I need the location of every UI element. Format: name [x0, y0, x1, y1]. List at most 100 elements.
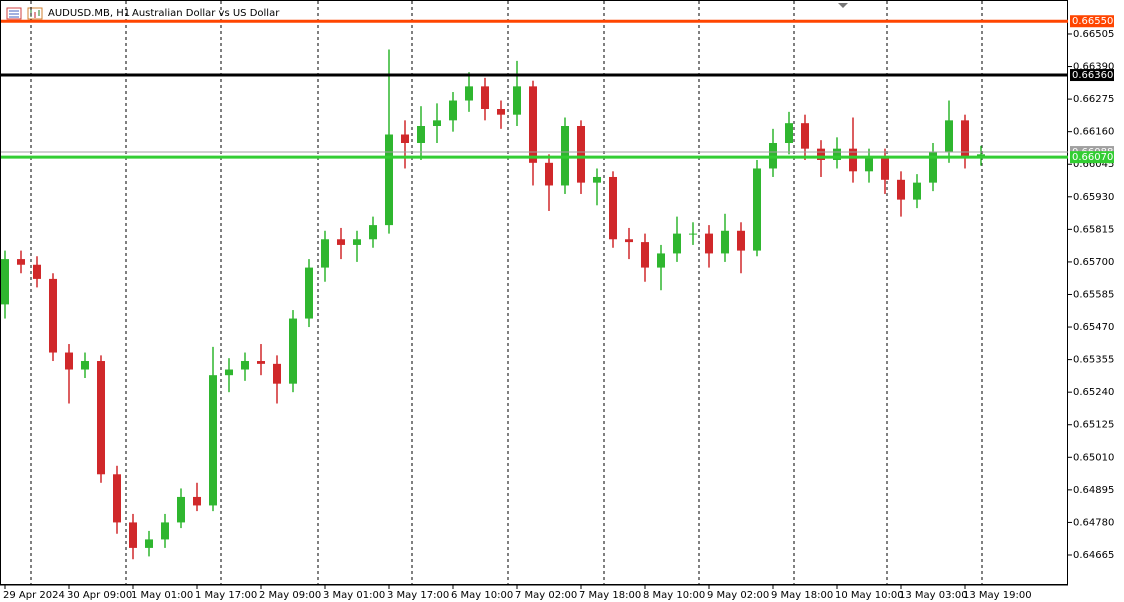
candle-body	[369, 225, 377, 240]
candle-body	[65, 352, 73, 370]
y-tick-label: 0.65125	[1073, 420, 1114, 431]
candle-body	[625, 239, 633, 243]
candle-body	[945, 120, 953, 152]
candle-body	[257, 361, 265, 364]
price-level-label: 0.66550	[1072, 16, 1113, 27]
candle-body	[17, 259, 25, 265]
candle-body	[609, 176, 617, 240]
x-tick-label: 30 Apr 09:00	[67, 590, 132, 601]
candle-body	[209, 375, 217, 506]
candle-body	[529, 86, 537, 163]
x-tick-label: 8 May 10:00	[643, 590, 705, 601]
y-tick-label: 0.64665	[1073, 550, 1114, 561]
candle-body	[545, 162, 553, 186]
y-tick-label: 0.66390	[1073, 62, 1114, 73]
candle-body	[737, 230, 745, 251]
x-tick-label: 7 May 02:00	[515, 590, 577, 601]
x-tick-label: 3 May 17:00	[387, 590, 449, 601]
candle-body	[353, 239, 361, 245]
candle-body	[113, 474, 121, 523]
y-tick-label: 0.65010	[1073, 452, 1114, 463]
y-tick-label: 0.65470	[1073, 322, 1114, 333]
y-tick-label: 0.65815	[1073, 224, 1114, 235]
candle-body	[897, 179, 905, 200]
x-tick-label: 10 May 10:00	[835, 590, 904, 601]
candle-body	[961, 120, 969, 158]
x-tick-label: 29 Apr 2024	[3, 590, 65, 601]
y-tick-label: 0.65700	[1073, 257, 1114, 268]
y-tick-label: 0.65930	[1073, 192, 1114, 203]
candle-body	[801, 123, 809, 149]
candle-body	[433, 120, 441, 127]
candle-body	[657, 253, 665, 268]
y-tick-label: 0.66045	[1073, 159, 1114, 170]
candle-body	[225, 369, 233, 376]
y-tick-label: 0.65240	[1073, 387, 1114, 398]
candle-body	[385, 134, 393, 226]
candle-body	[129, 522, 137, 548]
candle-body	[49, 278, 57, 353]
candle-body	[865, 157, 873, 172]
candle-body	[97, 361, 105, 475]
candle-body	[401, 134, 409, 143]
candle-body	[337, 239, 345, 245]
price-level-label: 0.66360	[1072, 70, 1113, 81]
y-tick-label: 0.66275	[1073, 94, 1114, 105]
candle-body	[641, 242, 649, 268]
y-tick-label: 0.66160	[1073, 127, 1114, 138]
candle-body	[705, 233, 713, 254]
candle-body	[145, 539, 153, 548]
candle-body	[33, 264, 41, 279]
y-tick-label: 0.65355	[1073, 355, 1114, 366]
candle-body	[305, 267, 313, 319]
candle-body	[849, 148, 857, 172]
candle-body	[817, 148, 825, 160]
x-tick-label: 7 May 18:00	[579, 590, 641, 601]
candle-body	[161, 522, 169, 540]
x-tick-label: 13 May 03:00	[899, 590, 968, 601]
y-tick-label: 0.65585	[1073, 289, 1114, 300]
candle-body	[1, 259, 9, 305]
candle-body	[289, 318, 297, 384]
candle-body	[833, 148, 841, 160]
x-tick-label: 3 May 01:00	[323, 590, 385, 601]
x-tick-label: 9 May 18:00	[771, 590, 833, 601]
price-level-label: 0.66070	[1072, 152, 1113, 163]
candle-body	[497, 109, 505, 115]
y-tick-label: 0.64895	[1073, 485, 1114, 496]
x-tick-label: 1 May 01:00	[131, 590, 193, 601]
x-tick-label: 1 May 17:00	[195, 590, 257, 601]
candle-body	[673, 233, 681, 254]
price-level-tag	[1070, 15, 1114, 28]
candle-body	[321, 239, 329, 268]
candle-body	[417, 126, 425, 143]
shift-marker	[838, 3, 848, 8]
y-tick-label: 0.66505	[1073, 29, 1114, 40]
y-tick-label: 0.64780	[1073, 517, 1114, 528]
candle-body	[273, 363, 281, 384]
candle-body	[785, 123, 793, 143]
candle-body	[513, 86, 521, 115]
chart-title: Australian Dollar vs US Dollar	[132, 8, 280, 19]
x-tick-label: 13 May 19:00	[963, 590, 1032, 601]
candle-body	[481, 86, 489, 110]
price-level-tag	[1070, 69, 1114, 82]
candle-body	[913, 182, 921, 200]
x-tick-label: 2 May 09:00	[259, 590, 321, 601]
candle-body	[449, 100, 457, 121]
candle-body	[577, 126, 585, 183]
candle-body	[241, 361, 249, 370]
price-level-tag	[1070, 151, 1114, 164]
candle-body	[193, 496, 201, 506]
candle-body	[721, 230, 729, 254]
candle-body	[929, 151, 937, 183]
candle-body	[593, 176, 601, 183]
x-tick-label: 6 May 10:00	[451, 590, 513, 601]
candle-body	[465, 86, 473, 101]
candle-body	[689, 233, 697, 235]
candle-body	[753, 168, 761, 251]
candle-body	[881, 157, 889, 180]
symbol: AUDUSD.MB, H1	[48, 8, 130, 19]
candle-body	[81, 361, 89, 370]
